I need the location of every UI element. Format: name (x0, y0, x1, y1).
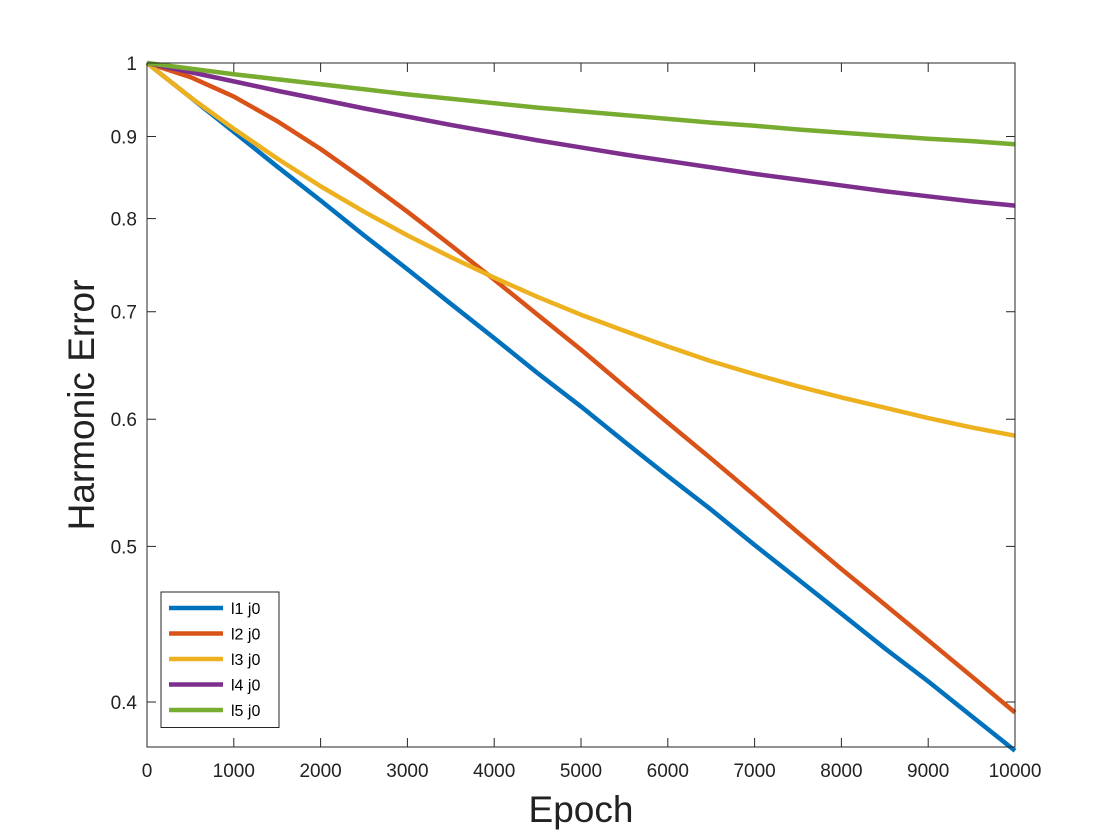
series-line-3 (145, 61, 1016, 438)
series-lines (145, 60, 1017, 753)
series-line-5 (146, 60, 1016, 147)
axes: 0 1000 2000 3000 4000 5000 6000 7000 8000 9000 100… (111, 54, 1042, 782)
x-tick-label: 0 (142, 761, 153, 782)
x-tick-label: 4000 (473, 761, 515, 782)
x-axis-title: Epoch (529, 789, 634, 830)
series-line-2 (146, 60, 1017, 715)
legend-label: l5 j0 (231, 703, 260, 720)
y-tick-label: 0.9 (111, 127, 137, 148)
x-tick-label: 3000 (386, 761, 428, 782)
y-tick-label: 0.7 (111, 303, 137, 324)
series-line-4 (146, 60, 1016, 208)
series-line-1 (145, 61, 1017, 753)
y-tick-label: 0.4 (111, 693, 138, 714)
legend-label: l1 j0 (231, 601, 260, 618)
x-tick-label: 8000 (820, 761, 862, 782)
x-tick-label: 10000 (989, 761, 1042, 782)
y-tick-label: 0.6 (111, 410, 137, 431)
legend-label: l2 j0 (231, 627, 260, 644)
legend: l1 j0 l2 j0 l3 j0 l4 j0 l5 j0 (160, 591, 280, 728)
x-tick-label: 5000 (560, 761, 602, 782)
x-tick-label: 1000 (213, 761, 255, 782)
plot-frame (146, 62, 1016, 748)
legend-label: l3 j0 (231, 652, 260, 669)
legend-label: l4 j0 (231, 678, 260, 695)
x-tick-label: 7000 (733, 761, 775, 782)
x-tick-label: 9000 (907, 761, 949, 782)
y-axis-title: Harmonic Error (61, 280, 102, 531)
y-tick-label: 0.8 (111, 210, 137, 231)
x-tick-label: 2000 (299, 761, 341, 782)
y-tick-label: 0.5 (111, 537, 137, 558)
x-tick-label: 6000 (647, 761, 689, 782)
y-tick-label: 1 (126, 54, 137, 75)
